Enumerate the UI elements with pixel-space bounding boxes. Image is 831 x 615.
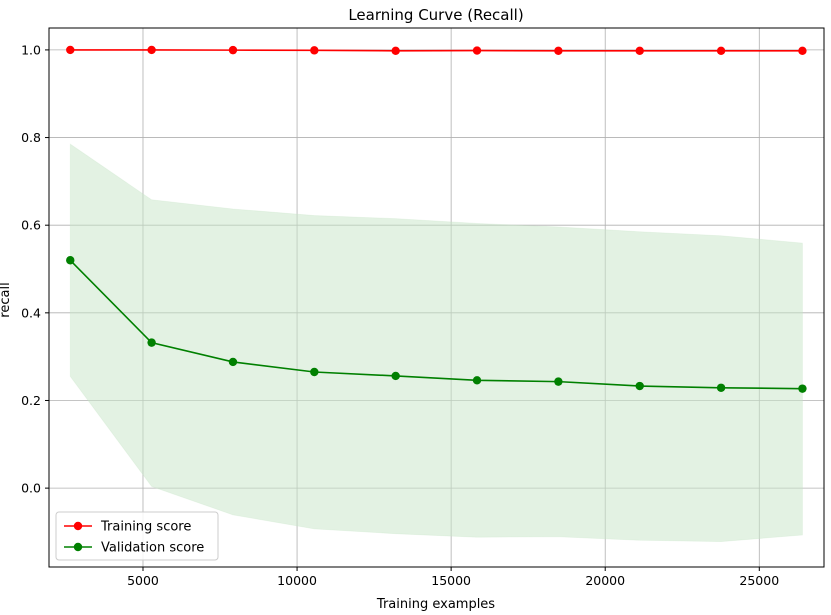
series-1-point <box>554 377 563 386</box>
plot-frame <box>48 27 825 568</box>
series-1-point <box>635 381 644 391</box>
series-0-point <box>228 45 238 55</box>
series-0-line <box>70 49 803 52</box>
y-axis-label: recall <box>0 282 13 317</box>
series-0-point <box>66 45 75 55</box>
series-1-point <box>391 371 400 381</box>
y-tick-label: 0.2 <box>21 393 41 408</box>
series-0-point <box>716 46 726 55</box>
x-axis-label: Training examples <box>376 597 495 612</box>
series-0-point <box>635 46 644 55</box>
series-1-point <box>228 357 238 367</box>
axis-ticks: 5000 10000 15000 20000 25000 0.0 0.2 0.4 0.6 0.8 1… <box>21 42 779 588</box>
x-tick-label: 20000 <box>585 573 625 588</box>
x-tick-label: 25000 <box>739 573 779 588</box>
series-1-point <box>310 367 319 377</box>
series-1-band <box>69 143 803 542</box>
series-0-point <box>147 45 156 55</box>
series-1-line <box>69 259 803 390</box>
series-0-point <box>310 46 319 55</box>
series-0-point <box>391 46 400 55</box>
series-1-point <box>716 383 726 392</box>
series-0-point <box>798 46 807 55</box>
series-1-point <box>472 376 482 385</box>
axes-frame <box>48 27 825 568</box>
series-0-point <box>554 46 563 55</box>
legend-swatch-marker <box>73 521 83 531</box>
y-tick-label: 1.0 <box>21 42 41 57</box>
legend-box <box>55 511 219 561</box>
y-tick-label: 0.0 <box>21 481 41 496</box>
series-1-point <box>147 338 156 347</box>
x-tick-label: 5000 <box>127 573 159 588</box>
series-lines <box>66 45 807 393</box>
legend: Training score Validation score <box>55 511 219 561</box>
x-tick-label: 15000 <box>431 573 471 588</box>
legend-entry-label: Training score <box>100 520 191 535</box>
series-1-point <box>66 256 75 265</box>
y-tick-label: 0.8 <box>21 130 41 145</box>
x-tick-label: 10000 <box>277 573 317 588</box>
series-0-point <box>472 46 482 55</box>
legend-entry-label: Validation score <box>101 541 204 556</box>
chart-title: Learning Curve (Recall) <box>348 6 523 24</box>
y-tick-label: 0.4 <box>21 305 41 320</box>
legend-swatch-marker <box>73 542 83 552</box>
series-1-point <box>798 384 807 393</box>
y-tick-label: 0.6 <box>21 218 41 233</box>
